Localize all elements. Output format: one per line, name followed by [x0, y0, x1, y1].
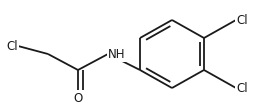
Text: Cl: Cl — [6, 40, 18, 52]
Text: O: O — [73, 91, 83, 105]
Text: Cl: Cl — [236, 14, 248, 26]
Text: NH: NH — [108, 48, 125, 60]
Text: Cl: Cl — [236, 82, 248, 94]
